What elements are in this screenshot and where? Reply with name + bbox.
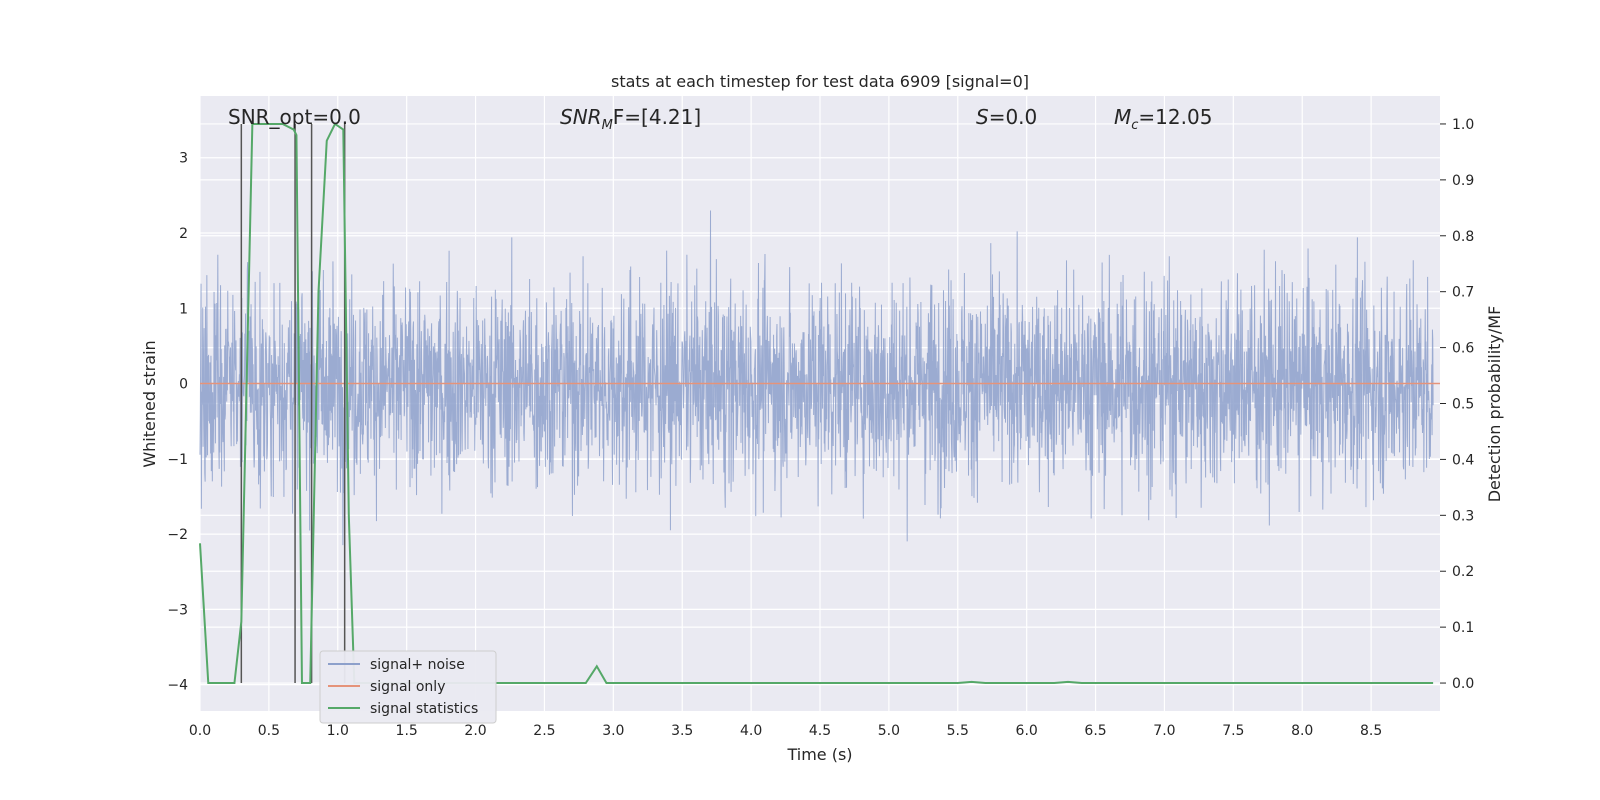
annotation-snr-mf: SNRMF=[4.21] [560,105,701,133]
y-right-tick-3: 0.7 [1452,285,1474,301]
x-tick-1: 0.5 [258,723,280,739]
x-tick-5: 2.5 [533,723,555,739]
x-tick-7: 3.5 [671,723,693,739]
s-italic: S [976,105,989,129]
y-left-tick-6: −3 [167,602,188,618]
annotation-mc: Mc=12.05 [1114,105,1212,133]
x-tick-labels: 0.0 0.5 1.0 1.5 2.0 2.5 3.0 3.5 4.0 4.5 5.0 5.5 6.0 6… [189,723,1382,739]
y-right-tick-4: 0.6 [1452,341,1474,357]
y-left-tick-5: −2 [167,527,188,543]
x-tick-2: 1.0 [327,723,349,739]
series-signal-statistics [199,122,1434,685]
legend-label-noise: signal+ noise [370,657,465,673]
y-right-tick-0: 1.0 [1452,117,1474,133]
x-tick-9: 4.5 [809,723,831,739]
y-right-tick-10: 0.0 [1452,676,1474,692]
x-tick-10: 5.0 [878,723,900,739]
annotation-snr-opt: SNR_opt=0.0 [228,105,361,129]
y-right-tick-1: 0.9 [1452,173,1474,189]
y-left-tick-7: −4 [167,678,188,694]
chart-title: stats at each timestep for test data 690… [611,72,1029,91]
y-left-tick-0: 3 [179,151,188,167]
y-right-tick-6: 0.4 [1452,452,1474,468]
snr-mf-sub: M [602,118,613,133]
y-left-tick-1: 2 [179,226,188,242]
y-right-tick-9: 0.1 [1452,620,1474,636]
series-signal-noise [199,210,1434,546]
snr-mf-base: SNR [560,105,602,129]
snr-mf-rest: F=[4.21] [613,105,701,129]
x-tick-12: 6.0 [1016,723,1038,739]
y-right-tick-7: 0.3 [1452,508,1474,524]
y-left-tick-4: −1 [167,452,188,468]
y-right-tick-5: 0.5 [1452,397,1474,413]
legend-label-signal: signal only [370,679,445,695]
y-left-tick-3: 0 [179,377,188,393]
y-left-tick-labels: 3 2 1 0 −1 −2 −3 −4 [167,151,188,694]
y-right-axis-label: Detection probability/MF [1485,306,1504,503]
x-tick-11: 5.5 [947,723,969,739]
x-tick-17: 8.5 [1360,723,1382,739]
x-tick-13: 6.5 [1084,723,1106,739]
y-right-tick-8: 0.2 [1452,564,1474,580]
mc-base: M [1114,105,1131,129]
legend-box [319,650,497,724]
x-tick-0: 0.0 [189,723,211,739]
y-left-tick-2: 1 [179,301,188,317]
x-axis-label: Time (s) [786,745,852,764]
y-left-axis-label: Whitened strain [140,340,159,467]
x-tick-15: 7.5 [1222,723,1244,739]
x-tick-16: 8.0 [1291,723,1313,739]
y-right-tick-2: 0.8 [1452,229,1474,245]
mc-rest: =12.05 [1138,105,1212,129]
x-tick-14: 7.0 [1153,723,1175,739]
legend: signal+ noise signal only signal statist… [319,650,497,724]
s-rest: =0.0 [989,105,1038,129]
x-tick-8: 4.0 [740,723,762,739]
legend-label-stats: signal statistics [370,701,478,717]
x-tick-4: 2.0 [464,723,486,739]
x-tick-3: 1.5 [396,723,418,739]
y-right-tick-labels: 1.0 0.9 0.8 0.7 0.6 0.5 0.4 0.3 0.2 0.1 0.0 [1440,117,1474,692]
annotation-s: S=0.0 [976,105,1037,129]
x-tick-6: 3.0 [602,723,624,739]
noise-trace [199,210,1434,546]
stats-line [199,122,1434,685]
mc-sub: c [1131,118,1138,133]
